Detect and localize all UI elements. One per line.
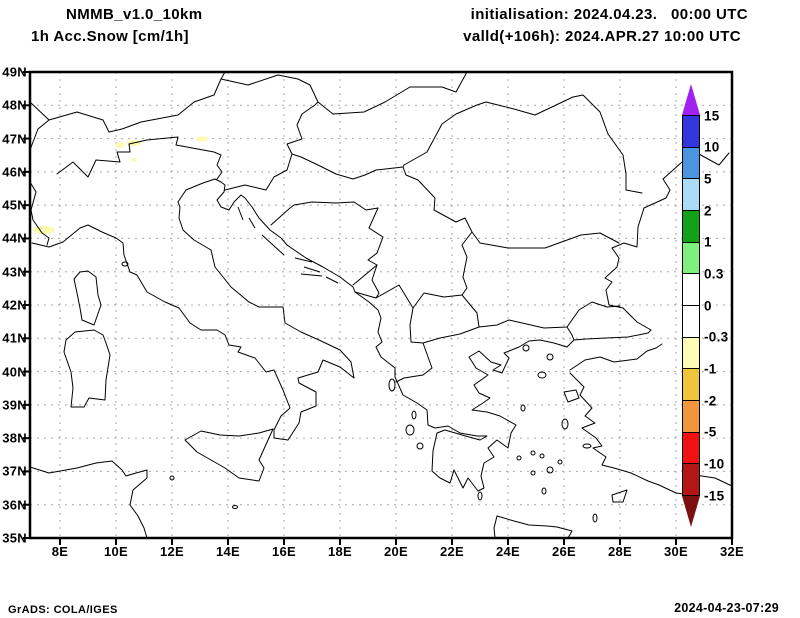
colorbar-label--5: -5 (704, 424, 717, 440)
colorbar-segment-4 (683, 241, 699, 274)
colorbar-segment-11 (683, 463, 699, 496)
country-borders (29, 71, 643, 383)
lat-lon-gridlines (30, 72, 732, 538)
colorbar-segment-5 (683, 273, 699, 306)
lon-label-32E: 32E (719, 544, 745, 559)
colorbar-segment-3 (683, 210, 699, 242)
valid-time-line: valld(+106h): 2024.APR.27 10:00 UTC (463, 28, 741, 45)
model-title: NMMB_v1.0_10km (66, 6, 203, 23)
lat-label-35N: 35N (2, 530, 27, 546)
colorbar-label--0.3: -0.3 (704, 329, 729, 345)
lon-label-22E: 22E (439, 544, 465, 559)
creation-timestamp: 2024-04-23-07:29 (674, 601, 779, 615)
colorbar (682, 115, 700, 496)
lat-label-45N: 45N (2, 197, 27, 213)
lon-label-10E: 10E (103, 544, 129, 559)
lon-label-18E: 18E (327, 544, 353, 559)
lat-label-38N: 38N (2, 430, 27, 446)
colorbar-label-5: 5 (704, 171, 712, 187)
colorbar-upper-arrow (682, 84, 700, 115)
lat-label-47N: 47N (2, 131, 27, 147)
lat-label-42N: 42N (2, 297, 27, 313)
colorbar-segment-10 (683, 431, 699, 464)
colorbar-segment-9 (683, 400, 699, 432)
colorbar-segment-8 (683, 368, 699, 401)
init-time-line: initialisation: 2024.04.23. 00:00 UTC (470, 6, 748, 23)
colorbar-label--1: -1 (704, 361, 717, 377)
lat-label-41N: 41N (2, 330, 27, 346)
lon-label-30E: 30E (663, 544, 689, 559)
colorbar-label--2: -2 (704, 393, 717, 408)
variable-title: 1h Acc.Snow [cm/1h] (31, 28, 189, 45)
lon-label-12E: 12E (159, 544, 185, 559)
colorbar-label-1: 1 (704, 234, 712, 250)
lat-label-44N: 44N (2, 230, 27, 246)
map-frame (28, 70, 734, 540)
lat-label-36N: 36N (2, 497, 27, 513)
lat-label-37N: 37N (2, 463, 27, 479)
lon-label-24E: 24E (495, 544, 521, 559)
colorbar-label-10: 10 (704, 139, 720, 155)
lon-label-16E: 16E (271, 544, 297, 559)
colorbar-segment-1 (683, 146, 699, 179)
lon-label-26E: 26E (551, 544, 577, 559)
colorbar-segment-2 (683, 178, 699, 211)
colorbar-label-0.3: 0.3 (704, 266, 724, 282)
colorbar-segment-0 (683, 116, 699, 147)
colorbar-label-0: 0 (704, 298, 712, 313)
snow-shaded-patches (33, 136, 208, 234)
colorbar-label--10: -10 (704, 456, 725, 472)
lat-label-46N: 46N (2, 164, 27, 180)
lat-label-43N: 43N (2, 264, 27, 280)
colorbar-label--15: -15 (704, 488, 725, 503)
coastlines (29, 152, 733, 539)
islands (121, 206, 598, 523)
colorbar-segment-6 (683, 305, 699, 337)
lon-label-14E: 14E (215, 544, 241, 559)
colorbar-label-15: 15 (704, 108, 720, 123)
map-plot-area (23, 70, 734, 545)
lat-label-48N: 48N (2, 97, 27, 113)
lat-label-39N: 39N (2, 397, 27, 413)
lon-label-28E: 28E (607, 544, 633, 559)
lat-label-40N: 40N (2, 364, 27, 380)
colorbar-label-2: 2 (704, 203, 712, 218)
colorbar-segment-7 (683, 336, 699, 369)
lat-label-49N: 49N (2, 64, 27, 80)
lon-label-8E: 8E (51, 544, 69, 559)
grads-credit: GrADS: COLA/IGES (8, 604, 118, 616)
lon-label-20E: 20E (383, 544, 409, 559)
colorbar-lower-arrow (682, 496, 700, 527)
